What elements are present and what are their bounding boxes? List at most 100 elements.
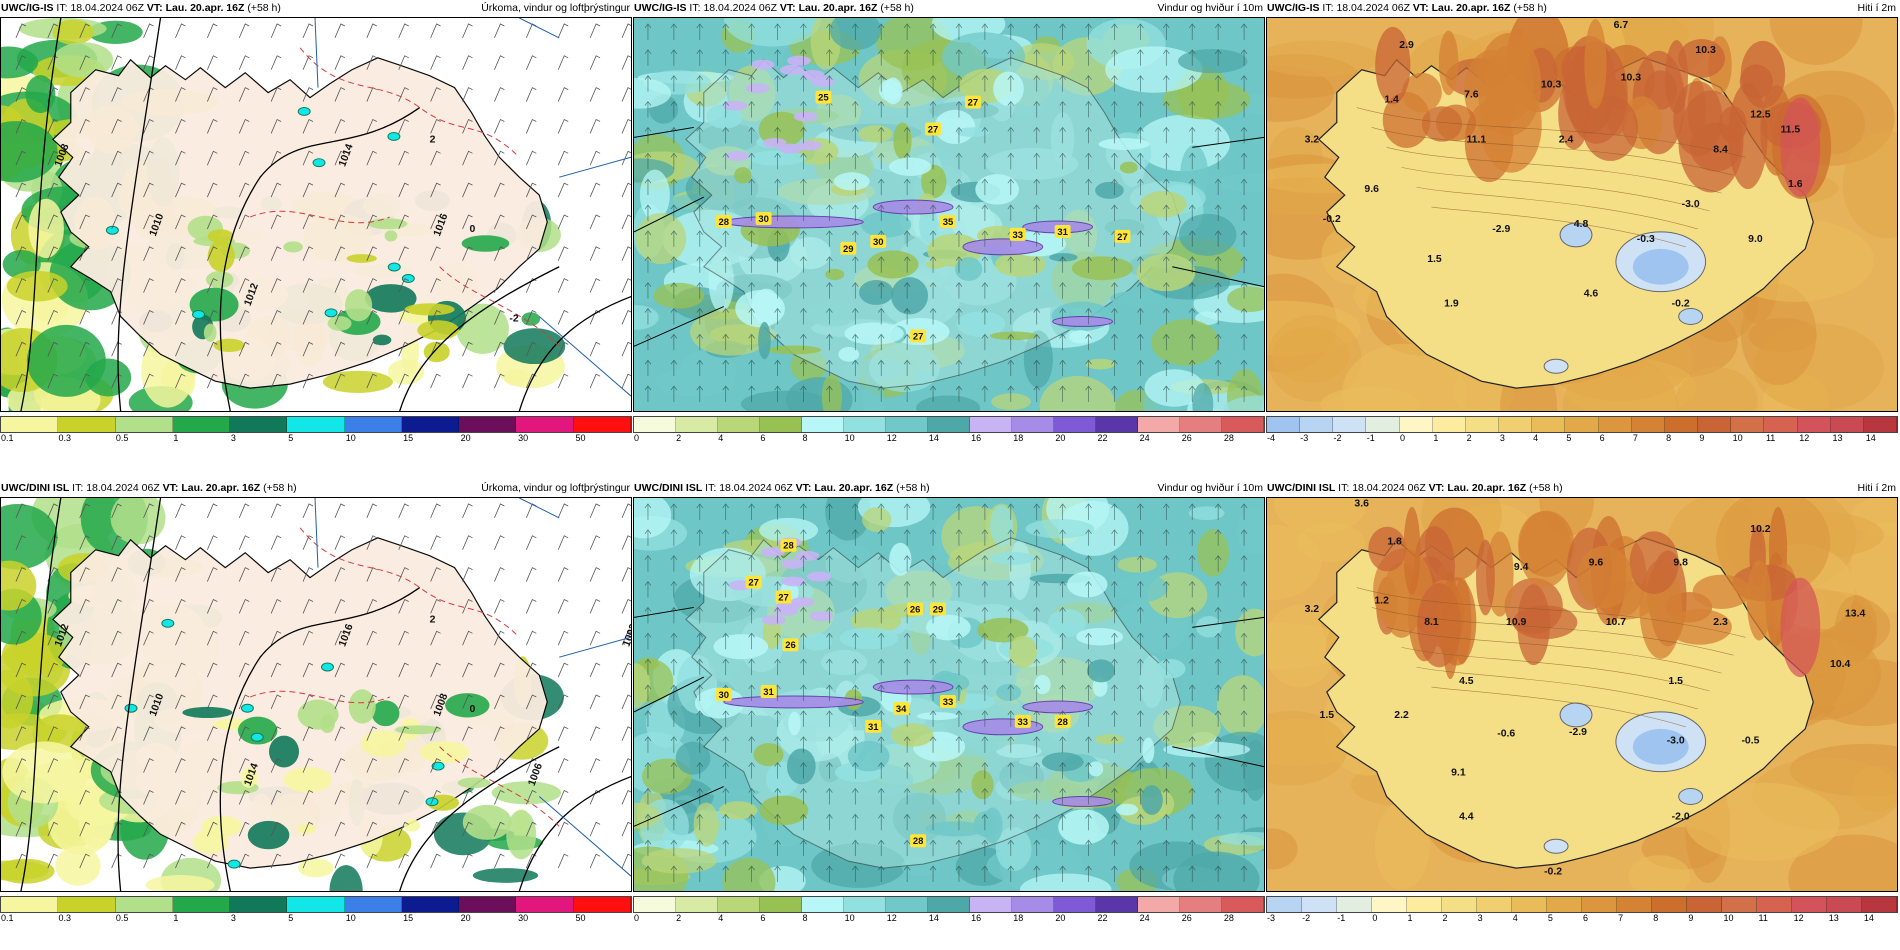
legend-color-bar <box>633 416 1265 433</box>
vt-label: VT: <box>146 2 163 14</box>
panel-dini-temp: UWC/DINI ISL IT: 18.04.2024 06Z VT: Lau.… <box>1266 480 1898 940</box>
legend-swatch <box>1664 417 1699 432</box>
temp-map-canvas: 3.6 1.8 10.2 9.4 9.6 9.8 3.2 1.2 8.1 10.9 10.7 2.3 1… <box>1267 498 1897 891</box>
precip-map[interactable]: 1008 1010 1012 1014 1016 2 0 -2 <box>0 17 632 412</box>
wind-map[interactable]: 28 27 27 26 29 26 30 31 31 34 33 33 28 28 <box>633 497 1265 892</box>
legend-swatch <box>287 417 345 432</box>
gust-label: 27 <box>928 124 939 135</box>
legend-tick-label: 13 <box>1828 913 1839 923</box>
legend-swatch <box>1863 417 1897 432</box>
gust-label: 27 <box>913 331 924 342</box>
panel-title: Vindur og hviður í 10m <box>1157 482 1263 494</box>
legend-ticks: -3 -2 -1 0 1 2 3 4 5 6 7 8 9 10 11 12 13 14 <box>1266 913 1898 924</box>
legend-tick-label: 28 <box>1223 433 1234 443</box>
legend-tick-label: 1 <box>1433 433 1439 443</box>
legend-tick-label: 5 <box>1547 913 1553 923</box>
legend-swatch <box>1731 417 1765 432</box>
legend-tick-label: 8 <box>1653 913 1659 923</box>
legend-swatch <box>1652 897 1687 912</box>
gust-label-bg <box>907 602 924 616</box>
legend-swatch <box>1617 897 1652 912</box>
legend-color-bar <box>1266 896 1898 913</box>
legend-tick-label: 20 <box>1055 433 1066 443</box>
legend-swatch <box>1830 417 1864 432</box>
legend-swatch <box>1407 897 1442 912</box>
lead-time: (+58 h) <box>247 2 281 14</box>
legend-tick-label: 30 <box>518 433 529 443</box>
temp-map[interactable]: 6.7 2.9 1.4 7.6 10.3 10.3 10.3 3.2 11.1 12.5 11.5 2… <box>1266 17 1898 412</box>
legend-ticks: 0 2 4 6 8 10 12 14 16 18 20 22 24 26 28 <box>633 913 1265 924</box>
wind-map[interactable]: 25 27 27 28 30 29 30 35 33 31 27 27 <box>633 17 1265 412</box>
legend-tick-label: 22 <box>1097 913 1108 923</box>
it-label: IT: <box>689 2 701 14</box>
legend-swatch <box>1366 417 1400 432</box>
legend-swatch <box>1096 417 1138 432</box>
precip-legend: 0.1 0.3 0.5 1 3 5 10 15 20 30 50 <box>0 416 632 444</box>
gust-label-bg <box>1054 714 1071 728</box>
legend-swatch <box>1797 417 1831 432</box>
legend-tick-label: 12 <box>1793 913 1804 923</box>
vt-label: VT: <box>1412 2 1429 14</box>
legend-swatch <box>1222 417 1264 432</box>
legend-ticks: 0.1 0.3 0.5 1 3 5 10 15 20 30 50 <box>0 433 632 444</box>
legend-tick-label: 4 <box>718 433 724 443</box>
gust-label-bg <box>775 590 792 604</box>
gust-label: 33 <box>943 697 954 708</box>
temp-value-label: 1.5 <box>1427 254 1442 265</box>
temp-value-label: 1.4 <box>1384 95 1399 106</box>
legend-tick-label: 10 <box>345 433 356 443</box>
legend-swatch <box>115 417 173 432</box>
legend-swatch <box>1302 897 1337 912</box>
temp-value-label: 1.6 <box>1788 179 1803 190</box>
legend-tick-label: 15 <box>403 433 414 443</box>
temp-value-label: 9.6 <box>1364 184 1379 195</box>
temp-value-label: 11.1 <box>1466 134 1486 145</box>
model-label: UWC/IG-IS <box>1267 2 1320 14</box>
vt-value: Lau. 20.apr. 16Z <box>1431 2 1511 14</box>
legend-swatch <box>886 897 928 912</box>
legend-swatch <box>58 897 116 912</box>
temp-value-label: 1.9 <box>1444 299 1459 310</box>
gust-label: 27 <box>968 98 979 109</box>
gust-label-bg <box>940 214 956 228</box>
lead-time: (+58 h) <box>1513 2 1547 14</box>
legend-color-bar <box>0 416 632 433</box>
vt-label: VT: <box>162 482 179 494</box>
temp-value-label: 10.3 <box>1541 80 1562 91</box>
legend-tick-label: 1 <box>173 913 179 923</box>
temp-value-label: 4.4 <box>1459 811 1474 822</box>
legend-swatch <box>844 897 886 912</box>
legend-tick-label: 18 <box>1013 913 1024 923</box>
legend-tick-label: 6 <box>1583 913 1589 923</box>
legend-tick-label: 10 <box>1723 913 1734 923</box>
legend-swatch <box>172 417 231 432</box>
legend-swatch <box>172 897 231 912</box>
legend-tick-label: 9 <box>1699 433 1705 443</box>
gust-label-bg <box>925 122 942 136</box>
legend-tick-label: -2 <box>1302 913 1311 923</box>
legend-tick-label: 4 <box>1533 433 1539 443</box>
legend-swatch <box>401 897 460 912</box>
legend-swatch <box>459 897 517 912</box>
it-label: IT: <box>1322 2 1334 14</box>
legend-tick-label: 20 <box>460 913 471 923</box>
legend-tick-label: 0.1 <box>1 913 14 923</box>
legend-color-bar <box>1266 416 1898 433</box>
legend-tick-label: 2 <box>1466 433 1472 443</box>
temp-map[interactable]: 3.6 1.8 10.2 9.4 9.6 9.8 3.2 1.2 8.1 10.9 10.7 2.3 1… <box>1266 497 1898 892</box>
legend-tick-label: 12 <box>886 913 897 923</box>
legend-tick-label: 30 <box>518 913 529 923</box>
legend-swatch <box>573 417 631 432</box>
precip-map[interactable]: 1012 1010 1014 1016 1008 1006 1002 2 0 <box>0 497 632 892</box>
temp-value-label: 3.2 <box>1305 604 1320 615</box>
legend-swatch <box>1687 897 1722 912</box>
temp-value-label: 3.2 <box>1305 134 1320 145</box>
legend-swatch <box>1477 897 1512 912</box>
legend-swatch <box>1465 417 1500 432</box>
temp-value-label: 10.4 <box>1830 659 1851 670</box>
temp-value-label: 9.4 <box>1514 562 1529 573</box>
panel-igis-precip: UWC/IG-IS IT: 18.04.2024 06Z VT: Lau. 20… <box>0 0 632 460</box>
model-label: UWC/IG-IS <box>634 2 687 14</box>
legend-tick-label: 2 <box>676 913 682 923</box>
temp-value-label: 13.4 <box>1845 608 1866 619</box>
